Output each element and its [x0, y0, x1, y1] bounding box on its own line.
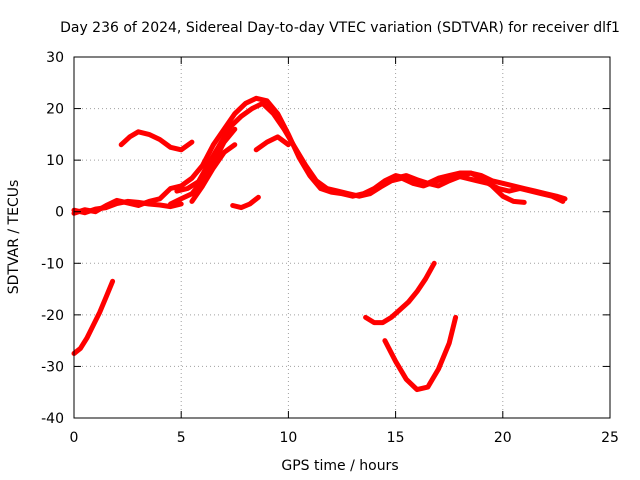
y-tick-label: 0: [55, 205, 64, 221]
plot-frame: [73, 56, 611, 419]
x-axis-label: GPS time / hours: [281, 458, 398, 474]
series-arc-c: [174, 100, 566, 204]
series-arc-j: [71, 278, 116, 356]
y-tick-label: -20: [41, 308, 64, 324]
y-tick-label: -10: [41, 256, 64, 272]
data-series: [71, 95, 568, 393]
series-arc-l: [382, 314, 459, 393]
x-tick-label: 0: [70, 430, 79, 446]
y-tick-label: -30: [41, 359, 64, 375]
y-axis-label: SDTVAR / TECUs: [6, 180, 22, 295]
x-tick-label: 15: [387, 430, 405, 446]
grid-lines: [74, 57, 610, 418]
x-tick-label: 5: [177, 430, 186, 446]
x-axis-ticks: 0 5 10 15 20 25: [70, 57, 619, 446]
y-tick-label: 20: [46, 102, 64, 118]
series-arc-b: [71, 95, 568, 216]
y-tick-label: -40: [41, 411, 64, 427]
series-arc-k: [363, 260, 437, 326]
y-tick-label: 30: [46, 50, 64, 66]
x-tick-label: 20: [494, 430, 512, 446]
y-tick-label: 10: [46, 153, 64, 169]
series-arc-f: [393, 170, 527, 205]
series-arc-h: [253, 134, 291, 153]
series-arc-e: [189, 142, 238, 204]
chart-title: Day 236 of 2024, Sidereal Day-to-day VTE…: [60, 20, 620, 36]
x-tick-label: 25: [601, 430, 619, 446]
x-tick-label: 10: [279, 430, 297, 446]
series-arc-g: [118, 129, 195, 153]
series-arc-i: [230, 194, 261, 211]
series-arc-d: [168, 126, 238, 207]
y-axis-ticks: -40 -30 -20 -10 0 10 20 30: [41, 50, 610, 427]
